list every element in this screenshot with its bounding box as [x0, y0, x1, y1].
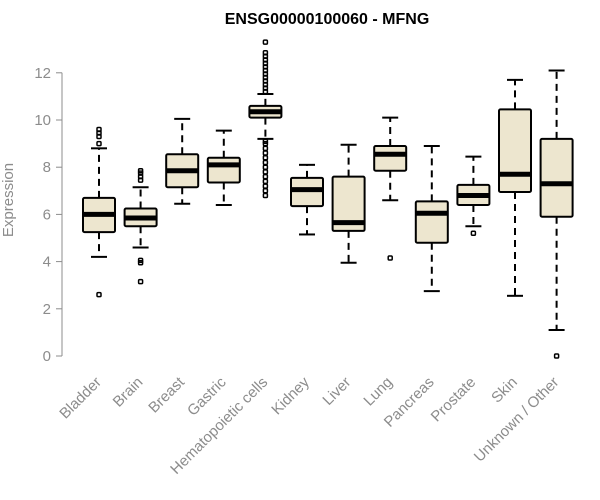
outlier-point — [553, 353, 560, 359]
outlier-point — [262, 192, 269, 199]
iqr-box — [414, 200, 449, 244]
outlier-point — [96, 126, 102, 133]
x-category-label: Prostate — [428, 374, 480, 426]
y-tick-label: 12 — [34, 65, 51, 82]
y-axis-label: Expression — [0, 163, 17, 237]
outlier-point — [96, 140, 102, 147]
box-group-prostate — [456, 155, 491, 237]
outlier-point — [470, 230, 477, 237]
x-category-label: Skin — [488, 374, 521, 407]
y-tick-label: 0 — [43, 348, 51, 365]
outlier-point — [262, 169, 269, 175]
boxes-layer — [82, 39, 574, 359]
outlier-point — [262, 145, 269, 152]
outlier-point — [262, 138, 269, 144]
outlier-point — [262, 150, 269, 156]
outlier-point — [262, 173, 269, 180]
outlier-point — [262, 159, 269, 166]
outlier-point — [262, 39, 269, 45]
outlier-point — [262, 188, 269, 194]
box-group-hematopoietic-cells — [248, 39, 283, 199]
outlier-point — [137, 167, 144, 174]
chart-title: ENSG00000100060 - MFNG — [225, 11, 430, 28]
y-tick-label: 8 — [43, 159, 51, 176]
y-tick-label: 6 — [43, 206, 51, 223]
box-group-liver — [331, 143, 366, 264]
outlier-point — [387, 255, 393, 261]
x-category-label: Liver — [319, 374, 354, 409]
y-axis: 0 2 4 6 8 10 12 — [34, 65, 63, 365]
iqr-box — [498, 108, 532, 193]
outlier-point — [262, 183, 269, 189]
box-group-brain — [123, 167, 158, 285]
iqr-box — [331, 175, 366, 232]
box-group-pancreas — [414, 144, 449, 293]
y-tick-label: 10 — [34, 112, 51, 129]
outlier-point — [262, 155, 269, 161]
x-category-label: Brain — [110, 374, 147, 411]
box-group-gastric — [206, 129, 241, 206]
box-group-lung — [373, 116, 408, 261]
iqr-box — [206, 156, 241, 184]
outlier-point — [262, 49, 269, 56]
outlier-point — [96, 291, 102, 298]
outlier-point — [137, 257, 144, 264]
iqr-box — [539, 137, 574, 218]
box-group-kidney — [290, 163, 324, 236]
y-tick-label: 2 — [43, 301, 51, 318]
box-group-skin — [498, 78, 532, 297]
outlier-point — [262, 164, 269, 170]
x-category-label: Breast — [145, 373, 188, 416]
iqr-box — [373, 144, 408, 172]
x-category-label: Bladder — [56, 374, 105, 423]
x-category-label: Kidney — [268, 373, 313, 418]
box-group-breast — [165, 117, 200, 205]
outlier-point — [137, 278, 144, 285]
box-group-bladder — [82, 126, 116, 298]
box-group-unknown-other — [539, 69, 574, 359]
x-category-label: Lung — [360, 374, 396, 410]
outlier-point — [262, 178, 269, 185]
y-tick-label: 4 — [43, 254, 51, 271]
